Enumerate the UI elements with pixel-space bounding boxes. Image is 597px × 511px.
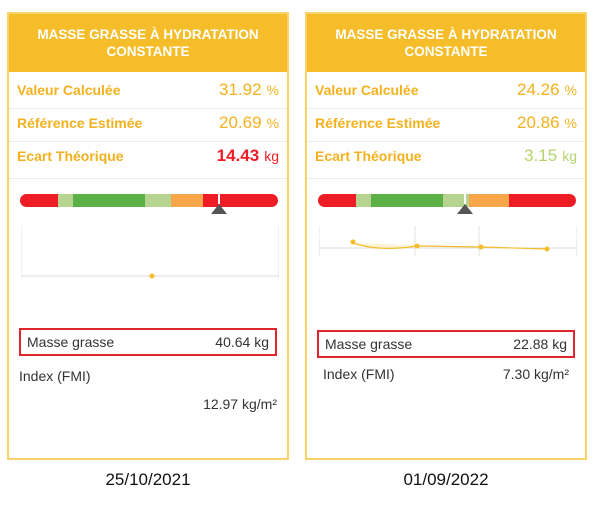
- gauge-segment-light-green: [356, 194, 371, 207]
- divider: [9, 141, 287, 142]
- ecart-theorique-unit: kg: [264, 148, 279, 164]
- valeur-calculee-value: 31.92: [219, 80, 262, 99]
- masse-grasse-value: 40.64 kg: [215, 334, 269, 350]
- history-point: [149, 273, 155, 279]
- index-fmi-row: Index (FMI): [19, 362, 277, 390]
- valeur-calculee-unit: %: [266, 82, 279, 98]
- valeur-calculee-label: Valeur Calculée: [315, 82, 419, 98]
- history-sparkline: [21, 226, 279, 279]
- reference-estimee-row: Référence Estimée 20.69 %: [17, 113, 279, 135]
- valeur-calculee-value: 24.26: [517, 80, 560, 99]
- reference-estimee-value: 20.69: [219, 113, 262, 132]
- history-sparkline: [319, 226, 577, 256]
- gauge-segment-light-green: [58, 194, 73, 207]
- gauge-segment-green: [371, 194, 443, 207]
- date-caption-left: 25/10/2021: [105, 470, 191, 489]
- masse-grasse-row: Masse grasse 40.64 kg: [19, 328, 277, 356]
- divider: [307, 141, 585, 142]
- divider: [307, 178, 585, 179]
- gauge-pointer-line: [464, 190, 467, 204]
- ecart-theorique-row: Ecart Théorique 3.15 kg: [315, 146, 577, 168]
- gauge-segment-red: [203, 194, 278, 207]
- valeur-calculee-row: Valeur Calculée 31.92 %: [17, 80, 279, 102]
- divider: [9, 108, 287, 109]
- gauge-segment-orange: [171, 194, 203, 207]
- gauge-segment-green: [73, 194, 145, 207]
- reference-estimee-value: 20.86: [517, 113, 560, 132]
- reference-estimee-label: Référence Estimée: [315, 115, 441, 131]
- valeur-calculee-row: Valeur Calculée 24.26 %: [315, 80, 577, 102]
- card-title: MASSE GRASSE À HYDRATATION CONSTANTE: [307, 14, 585, 72]
- reference-estimee-unit: %: [564, 115, 577, 131]
- gauge-segment-red: [20, 194, 58, 207]
- gauge-pointer-line: [217, 190, 220, 204]
- history-point: [544, 246, 550, 252]
- index-fmi-value: 12.97 kg/m²: [203, 396, 277, 412]
- valeur-calculee-unit: %: [564, 82, 577, 98]
- masse-grasse-value: 22.88 kg: [513, 336, 567, 352]
- index-fmi-value: 7.30 kg/m²: [502, 366, 569, 382]
- card-left: MASSE GRASSE À HYDRATATION CONSTANTE Val…: [7, 12, 289, 460]
- gauge-segment-light-green: [443, 194, 469, 207]
- masse-grasse-row: Masse grasse 22.88 kg: [317, 330, 575, 358]
- gauge-segment-orange: [469, 194, 509, 207]
- index-fmi-label: Index (FMI): [323, 366, 395, 382]
- index-fmi-row: Index (FMI) 7.30 kg/m²: [317, 360, 575, 388]
- gauge-bar: [318, 194, 576, 207]
- gauge-bar: [20, 194, 278, 207]
- ecart-theorique-unit: kg: [562, 148, 577, 164]
- date-caption-right: 01/09/2022: [403, 470, 489, 489]
- ecart-theorique-row: Ecart Théorique 14.43 kg: [17, 146, 279, 168]
- gauge-segment-red: [318, 194, 356, 207]
- reference-estimee-unit: %: [266, 115, 279, 131]
- reference-estimee-label: Référence Estimée: [17, 115, 143, 131]
- valeur-calculee-label: Valeur Calculée: [17, 82, 121, 98]
- triangle-up-icon: [210, 204, 227, 214]
- ecart-theorique-value: 3.15: [524, 146, 558, 165]
- masse-grasse-label: Masse grasse: [325, 336, 413, 352]
- ecart-theorique-label: Ecart Théorique: [315, 148, 422, 164]
- index-fmi-label: Index (FMI): [19, 368, 91, 384]
- history-point: [350, 239, 356, 245]
- reference-estimee-row: Référence Estimée 20.86 %: [315, 113, 577, 135]
- history-point: [414, 243, 420, 249]
- history-point: [478, 244, 484, 250]
- card-title: MASSE GRASSE À HYDRATATION CONSTANTE: [9, 14, 287, 72]
- triangle-up-icon: [457, 204, 474, 214]
- gauge-segment-light-green: [145, 194, 171, 207]
- divider: [9, 178, 287, 179]
- ecart-theorique-label: Ecart Théorique: [17, 148, 124, 164]
- masse-grasse-label: Masse grasse: [27, 334, 115, 350]
- divider: [307, 108, 585, 109]
- card-right: MASSE GRASSE À HYDRATATION CONSTANTE Val…: [305, 12, 587, 460]
- gauge-segment-red: [509, 194, 576, 207]
- ecart-theorique-value: 14.43: [216, 146, 260, 165]
